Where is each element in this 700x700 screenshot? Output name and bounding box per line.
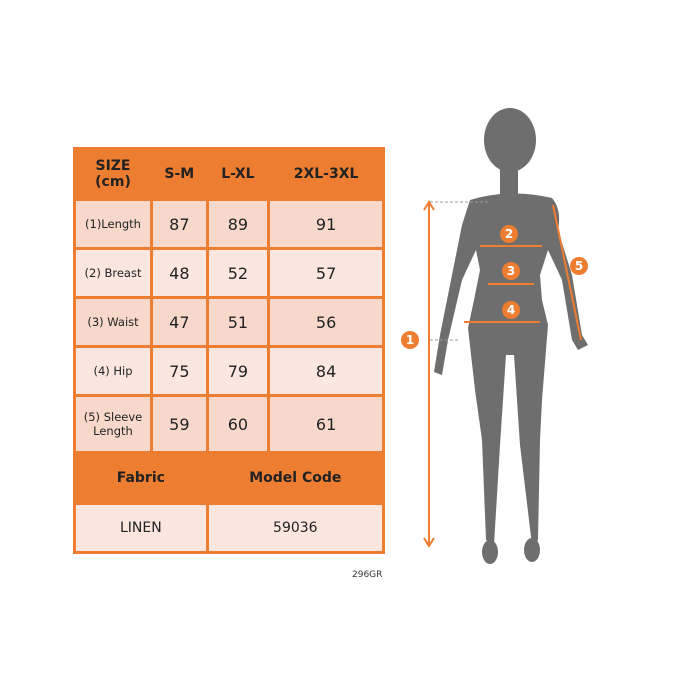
model-code-value: 59036 [205, 502, 386, 554]
cell: 89 [205, 198, 271, 250]
cell: 47 [150, 296, 209, 348]
table-row: (5) Sleeve Length 59 60 61 [73, 394, 385, 454]
header-s-m: S-M [150, 147, 209, 201]
header-l-xl: L-XL [205, 147, 271, 201]
marker-circles [401, 225, 588, 349]
header-size: SIZE (cm) [73, 147, 153, 201]
fabric-label: Fabric [73, 451, 209, 505]
table-row: (4) Hip 75 79 84 [73, 345, 385, 397]
cell: 87 [150, 198, 209, 250]
row-label: (5) Sleeve Length [73, 394, 153, 454]
marker-3: 3 [507, 264, 515, 278]
cell: 61 [267, 394, 385, 454]
cell: 60 [205, 394, 271, 454]
header-2xl-3xl: 2XL-3XL [267, 147, 385, 201]
cell: 59 [150, 394, 209, 454]
marker-1: 1 [406, 333, 414, 347]
marker-2: 2 [505, 227, 513, 241]
cell: 56 [267, 296, 385, 348]
size-table: SIZE (cm) S-M L-XL 2XL-3XL (1)Length 87 8… [73, 147, 386, 554]
marker-5: 5 [575, 259, 583, 273]
cell: 52 [205, 247, 271, 299]
marker-4: 4 [507, 303, 515, 317]
cell: 57 [267, 247, 385, 299]
product-code: 296GR [352, 570, 383, 580]
model-code-label: Model Code [205, 451, 386, 505]
table-row: (1)Length 87 89 91 [73, 198, 385, 250]
table-row: (3) Waist 47 51 56 [73, 296, 385, 348]
cell: 48 [150, 247, 209, 299]
fabric-value: LINEN [73, 502, 209, 554]
measure-lines [423, 200, 582, 548]
cell: 91 [267, 198, 385, 250]
body-silhouette-figure: 2 3 4 1 5 [401, 108, 588, 564]
table-row: (2) Breast 48 52 57 [73, 247, 385, 299]
row-label: (4) Hip [73, 345, 153, 397]
guide-lines [430, 201, 490, 341]
cell: 84 [267, 345, 385, 397]
cell: 75 [150, 345, 209, 397]
fabric-header-row: Fabric Model Code [73, 451, 386, 505]
cell: 79 [205, 345, 271, 397]
row-label: (3) Waist [73, 296, 153, 348]
row-label: (2) Breast [73, 247, 153, 299]
fabric-value-row: LINEN 59036 [73, 502, 386, 554]
table-header-row: SIZE (cm) S-M L-XL 2XL-3XL [73, 147, 385, 201]
silhouette [434, 108, 588, 564]
cell: 51 [205, 296, 271, 348]
row-label: (1)Length [73, 198, 153, 250]
